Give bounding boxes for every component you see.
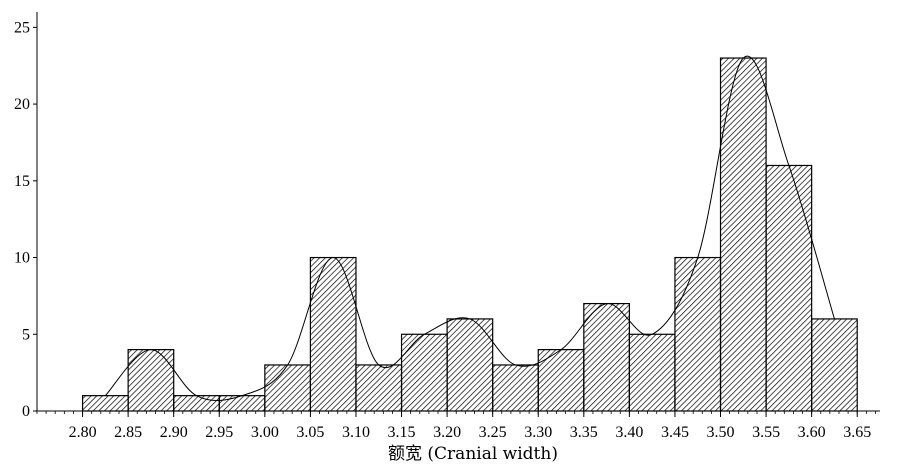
histogram-bar	[811, 318, 858, 412]
y-tick-label: 20	[14, 96, 30, 113]
y-ticks: 0 5 10 15 20 25	[14, 19, 37, 420]
x-tick-label: 3.15	[388, 424, 416, 441]
histogram-bar	[218, 395, 266, 412]
histogram-bar	[264, 364, 312, 412]
x-tick-label: 3.35	[570, 424, 598, 441]
histogram-bar	[81, 395, 129, 412]
y-tick-label: 15	[14, 173, 30, 190]
density-curve	[104, 55, 835, 401]
histogram-bar	[628, 333, 676, 412]
x-tick-label: 3.65	[843, 424, 871, 441]
x-tick-label: 2.80	[69, 424, 97, 441]
y-tick-label: 25	[14, 19, 30, 36]
histogram-bar	[400, 333, 448, 412]
x-ticks: 2.80 2.85 2.90 2.95 3.00 3.05 3.10 3.15 3.20 3.25…	[69, 411, 871, 441]
x-tick-label: 3.00	[251, 424, 279, 441]
histogram-bar	[173, 395, 220, 412]
x-tick-label: 3.60	[798, 424, 826, 441]
histogram-bar	[674, 256, 722, 412]
x-tick-label: 2.85	[114, 424, 142, 441]
histogram-bar	[765, 164, 813, 412]
x-tick-label: 3.25	[479, 424, 507, 441]
density-curve-layer	[104, 55, 835, 401]
x-tick-label: 3.45	[661, 424, 689, 441]
x-tick-label: 3.10	[342, 424, 370, 441]
histogram-bar	[355, 364, 403, 412]
x-axis-label: 额宽 (Cranial width)	[388, 444, 558, 464]
axes	[36, 12, 880, 412]
histogram-bar	[446, 318, 494, 412]
x-tick-label: 3.20	[433, 424, 461, 441]
histogram-bar	[537, 349, 585, 412]
histogram-bar	[492, 364, 539, 412]
x-tick-label: 3.40	[615, 424, 643, 441]
x-tick-label: 3.05	[296, 424, 324, 441]
histogram-bar	[309, 256, 357, 412]
x-tick-label: 3.30	[524, 424, 552, 441]
y-tick-label: 10	[14, 250, 30, 267]
x-tick-label: 2.95	[205, 424, 233, 441]
x-tick-label: 2.90	[160, 424, 188, 441]
x-tick-label: 3.50	[707, 424, 735, 441]
y-tick-label: 0	[22, 403, 30, 420]
histogram-bars	[81, 57, 858, 412]
y-tick-label: 5	[22, 326, 30, 343]
x-tick-label: 3.55	[752, 424, 780, 441]
histogram-bar	[583, 302, 630, 412]
